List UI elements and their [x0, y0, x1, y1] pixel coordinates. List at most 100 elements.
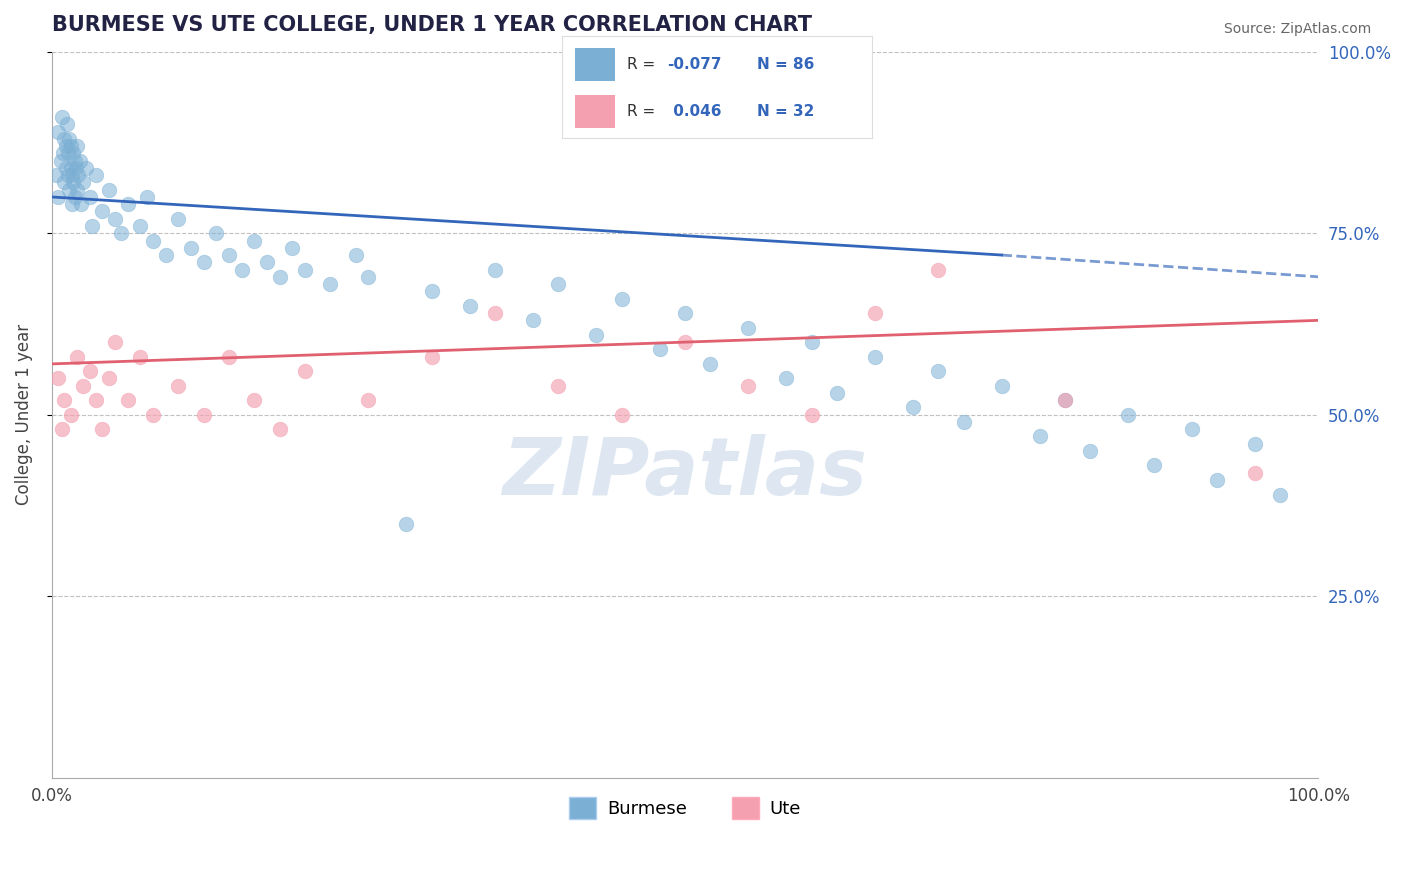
- Legend: Burmese, Ute: Burmese, Ute: [561, 790, 808, 827]
- Point: [281, 241, 304, 255]
- Point: [65, 161, 87, 175]
- Point: [75, 161, 97, 175]
- Text: -0.077: -0.077: [668, 57, 723, 72]
- Point: [67, 168, 90, 182]
- Text: R =: R =: [627, 57, 661, 72]
- Point: [62, 146, 84, 161]
- Point: [97, 371, 120, 385]
- Point: [70, 197, 93, 211]
- Point: [863, 306, 886, 320]
- Point: [1028, 429, 1050, 443]
- Point: [294, 262, 316, 277]
- Point: [59, 161, 82, 175]
- Point: [56, 117, 79, 131]
- Point: [927, 364, 949, 378]
- Point: [256, 255, 278, 269]
- Point: [737, 378, 759, 392]
- Point: [458, 299, 481, 313]
- Point: [53, 393, 76, 408]
- Point: [357, 269, 380, 284]
- Point: [863, 350, 886, 364]
- Point: [231, 262, 253, 277]
- Point: [167, 211, 190, 226]
- Point: [395, 516, 418, 531]
- Point: [53, 132, 76, 146]
- Point: [46, 125, 69, 139]
- Point: [46, 371, 69, 385]
- Point: [55, 161, 77, 175]
- Point: [243, 234, 266, 248]
- Point: [218, 350, 240, 364]
- Point: [1143, 458, 1166, 473]
- Point: [1053, 393, 1076, 408]
- Point: [72, 378, 94, 392]
- Point: [547, 277, 569, 291]
- Point: [58, 132, 80, 146]
- Point: [55, 139, 77, 153]
- Point: [775, 371, 797, 385]
- Point: [901, 401, 924, 415]
- Point: [269, 269, 291, 284]
- Point: [66, 350, 89, 364]
- Point: [180, 241, 202, 255]
- Point: [63, 153, 86, 168]
- Point: [1206, 473, 1229, 487]
- Text: Source: ZipAtlas.com: Source: ZipAtlas.com: [1223, 22, 1371, 37]
- Point: [737, 320, 759, 334]
- Point: [193, 255, 215, 269]
- Point: [990, 378, 1012, 392]
- Point: [110, 227, 132, 241]
- Point: [193, 408, 215, 422]
- Point: [610, 408, 633, 422]
- Point: [357, 393, 380, 408]
- Point: [610, 292, 633, 306]
- Point: [484, 262, 506, 277]
- Text: 0.046: 0.046: [668, 104, 721, 120]
- Point: [1053, 393, 1076, 408]
- Point: [97, 183, 120, 197]
- Bar: [575, 48, 614, 81]
- Point: [84, 393, 107, 408]
- Point: [420, 350, 443, 364]
- Point: [104, 211, 127, 226]
- Text: R =: R =: [627, 104, 661, 120]
- Point: [1270, 487, 1292, 501]
- Point: [673, 306, 696, 320]
- Point: [522, 313, 544, 327]
- Point: [66, 183, 89, 197]
- Point: [60, 197, 83, 211]
- Point: [585, 327, 607, 342]
- Point: [91, 204, 114, 219]
- Point: [269, 422, 291, 436]
- Point: [1244, 466, 1267, 480]
- Point: [63, 190, 86, 204]
- Point: [104, 335, 127, 350]
- Bar: [575, 95, 614, 128]
- Point: [1078, 444, 1101, 458]
- Point: [45, 168, 67, 182]
- Point: [129, 219, 152, 233]
- Point: [59, 139, 82, 153]
- Point: [294, 364, 316, 378]
- Point: [59, 408, 82, 422]
- Point: [79, 364, 101, 378]
- Point: [155, 248, 177, 262]
- Point: [484, 306, 506, 320]
- Point: [79, 190, 101, 204]
- Point: [420, 285, 443, 299]
- Point: [58, 183, 80, 197]
- Point: [46, 190, 69, 204]
- Point: [699, 357, 721, 371]
- Point: [51, 422, 73, 436]
- Point: [135, 190, 157, 204]
- Point: [66, 139, 89, 153]
- Point: [952, 415, 974, 429]
- Point: [205, 227, 228, 241]
- Point: [167, 378, 190, 392]
- Point: [800, 408, 823, 422]
- Y-axis label: College, Under 1 year: College, Under 1 year: [15, 324, 32, 505]
- Point: [142, 234, 165, 248]
- Point: [82, 219, 104, 233]
- Text: ZIPatlas: ZIPatlas: [502, 434, 868, 512]
- Point: [673, 335, 696, 350]
